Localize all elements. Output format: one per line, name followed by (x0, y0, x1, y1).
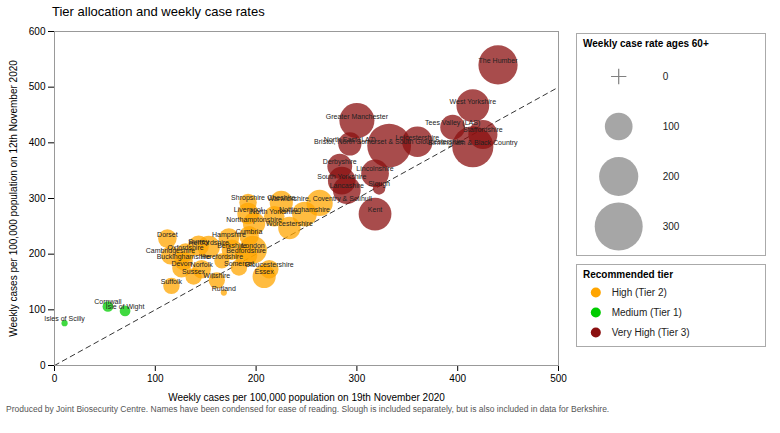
svg-text:High (Tier 2): High (Tier 2) (612, 287, 667, 298)
svg-text:Weekly cases per 100,000 popul: Weekly cases per 100,000 population on 1… (168, 392, 445, 403)
svg-text:Isle of Wight: Isle of Wight (106, 303, 145, 311)
svg-text:Warwickshire, Coventry & Solih: Warwickshire, Coventry & Solihull (267, 195, 372, 203)
svg-text:West Yorkshire: West Yorkshire (450, 98, 497, 105)
svg-text:300: 300 (663, 221, 680, 232)
svg-text:Bristol, North Somerset & Sout: Bristol, North Somerset & South Gloucest… (314, 138, 464, 145)
html-text:Weekly case rate ages 60+: Weekly case rate ages 60+ (583, 38, 709, 49)
svg-text:Lancashire: Lancashire (330, 182, 364, 189)
svg-text:Northamptonshire: Northamptonshire (226, 215, 282, 223)
svg-text:Bedfordshire: Bedfordshire (226, 247, 266, 255)
svg-text:Worcestershire: Worcestershire (266, 220, 313, 227)
svg-text:100: 100 (663, 121, 680, 132)
svg-text:Hampshire: Hampshire (212, 230, 246, 238)
svg-text:Somerset: Somerset (224, 259, 254, 267)
svg-text:Staffordshire: Staffordshire (463, 126, 503, 133)
svg-text:400: 400 (449, 373, 466, 384)
svg-text:200: 200 (29, 248, 46, 259)
svg-text:Cambridgeshire: Cambridgeshire (145, 247, 196, 255)
svg-text:London: London (241, 241, 265, 249)
svg-text:Very High (Tier 3): Very High (Tier 3) (612, 327, 690, 338)
html-text:Tier allocation and weekly cas: Tier allocation and weekly case rates (52, 4, 265, 19)
svg-text:The Humber: The Humber (479, 57, 519, 64)
html-text:Recommended tier: Recommended tier (583, 269, 673, 280)
svg-text:Kent: Kent (368, 206, 382, 213)
html-text:Produced by Joint Biosecurity: Produced by Joint Biosecurity Centre. Na… (6, 404, 610, 414)
svg-text:200: 200 (248, 373, 265, 384)
svg-text:100: 100 (29, 304, 46, 315)
svg-text:500: 500 (29, 81, 46, 92)
svg-text:Essex: Essex (255, 268, 275, 275)
svg-text:Gloucestershire: Gloucestershire (245, 261, 294, 268)
svg-text:Lincolnshire: Lincolnshire (356, 165, 393, 172)
svg-text:Devon: Devon (171, 260, 191, 267)
svg-text:Sussex: Sussex (182, 268, 205, 275)
svg-text:Birmingham & Black Country: Birmingham & Black Country (428, 138, 518, 146)
svg-text:200: 200 (663, 171, 680, 182)
svg-text:Weekly cases per 100,000 popul: Weekly cases per 100,000 population on 1… (8, 60, 19, 337)
svg-text:Hertfordshire: Hertfordshire (188, 238, 229, 246)
svg-text:0: 0 (40, 360, 46, 371)
svg-text:0: 0 (663, 71, 669, 82)
svg-text:Dorset: Dorset (157, 231, 178, 238)
svg-text:Wiltshire: Wiltshire (203, 272, 230, 279)
svg-text:Tees Valley (LAS): Tees Valley (LAS) (425, 119, 481, 127)
svg-text:South Yorkshire: South Yorkshire (317, 173, 366, 180)
svg-text:Rutland: Rutland (212, 285, 236, 292)
svg-text:500: 500 (550, 373, 567, 384)
svg-text:Buckinghamshire: Buckinghamshire (156, 252, 211, 260)
svg-text:Medium (Tier 1): Medium (Tier 1) (612, 307, 682, 318)
svg-text:300: 300 (349, 373, 366, 384)
svg-text:0: 0 (52, 373, 58, 384)
svg-text:Shropshire: Shropshire (231, 194, 265, 202)
svg-text:Derbyshire: Derbyshire (323, 158, 357, 166)
svg-text:Cumbria: Cumbria (236, 228, 263, 235)
svg-text:400: 400 (29, 137, 46, 148)
svg-text:Liverpool: Liverpool (233, 205, 263, 213)
svg-text:100: 100 (147, 373, 164, 384)
svg-text:North Yorkshire: North Yorkshire (250, 208, 299, 216)
svg-text:Norfolk: Norfolk (191, 261, 214, 268)
svg-text:Slough: Slough (368, 180, 390, 188)
svg-text:Suffolk: Suffolk (161, 278, 183, 285)
svg-text:600: 600 (29, 26, 46, 37)
svg-text:Isles of Scilly: Isles of Scilly (44, 315, 85, 323)
svg-text:Nottinghamshire: Nottinghamshire (279, 206, 330, 214)
svg-text:Greater Manchester: Greater Manchester (326, 113, 389, 120)
svg-text:300: 300 (29, 193, 46, 204)
